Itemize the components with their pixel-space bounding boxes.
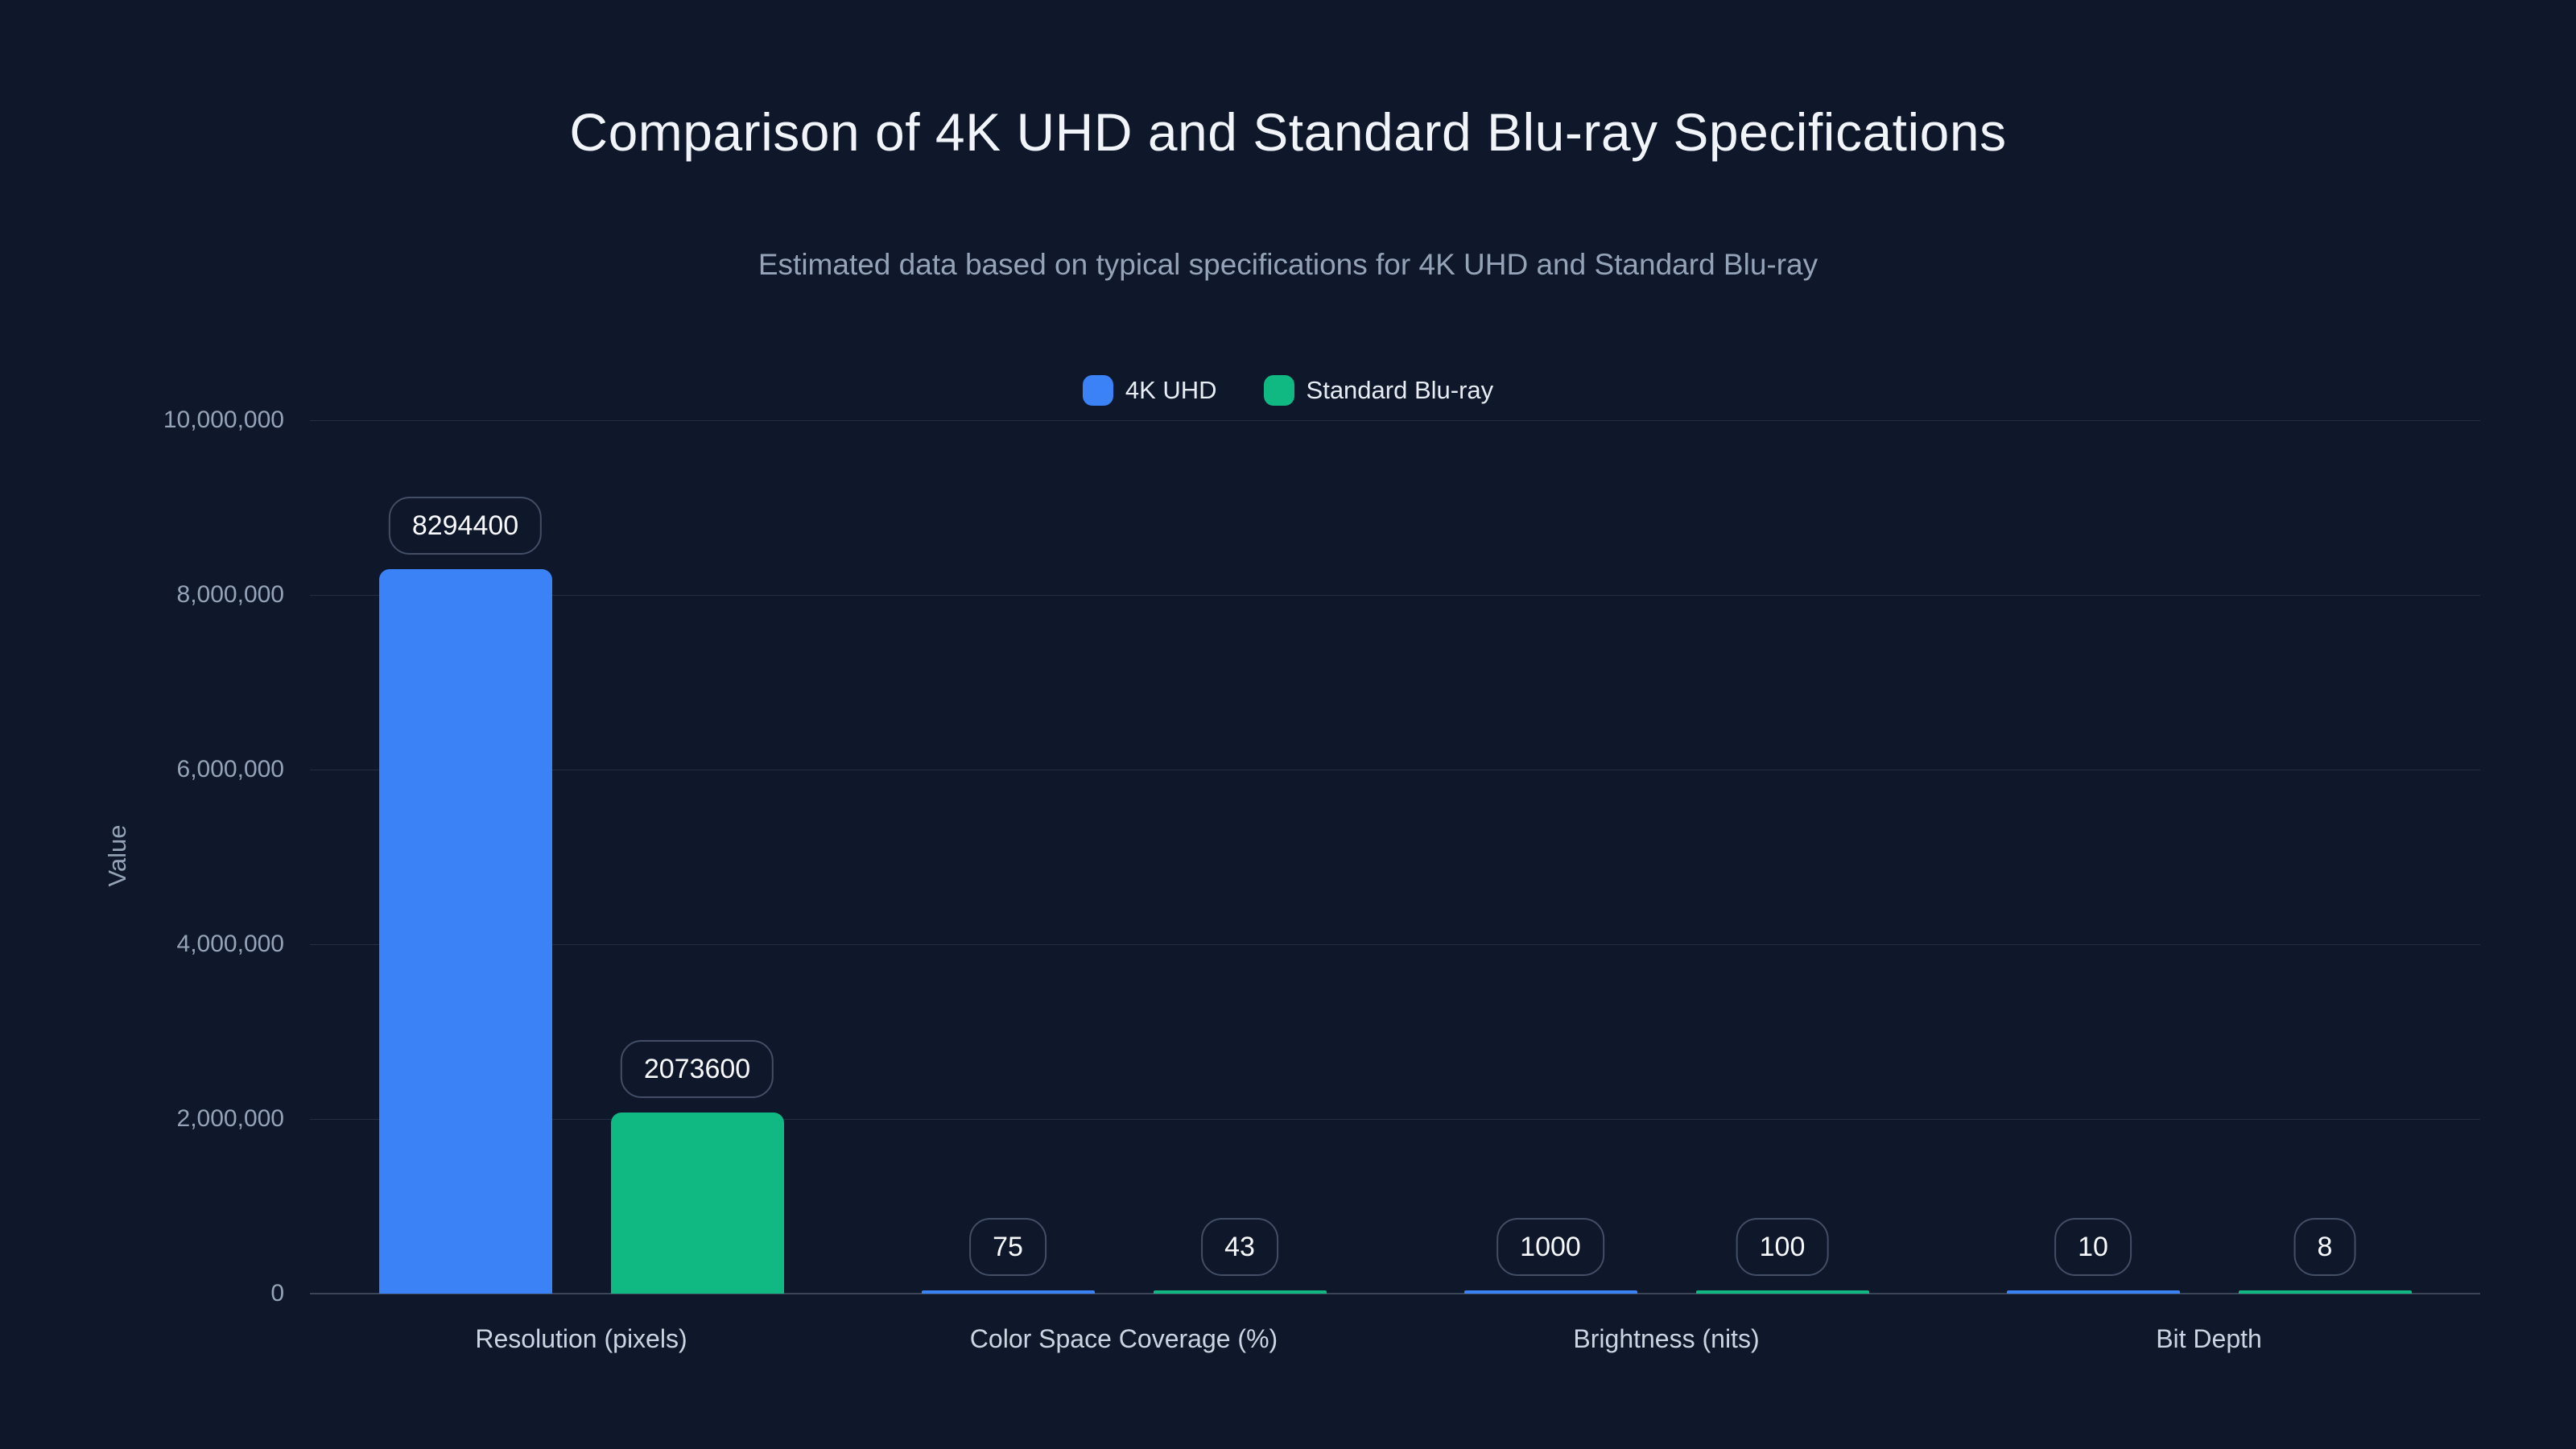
y-tick-label-0: 0 [270, 1280, 284, 1307]
value-label-4k-uhd-resolution-pixels: 8294400 [388, 497, 543, 555]
value-label-standard-blu-ray-color-space-coverage: 43 [1201, 1218, 1278, 1276]
bar-standard-blu-ray-brightness-nits[interactable] [1695, 1290, 1869, 1294]
bar-4k-uhd-bit-depth[interactable] [2006, 1290, 2180, 1294]
gridline-2000000 [310, 1119, 2480, 1120]
value-label-standard-blu-ray-bit-depth: 8 [2293, 1218, 2356, 1276]
gridline-4000000 [310, 944, 2480, 945]
x-category-label-color-space-coverage: Color Space Coverage (%) [969, 1324, 1278, 1353]
y-axis-title: Value [103, 824, 131, 887]
value-label-4k-uhd-bit-depth: 10 [2054, 1218, 2132, 1276]
bar-4k-uhd-brightness-nits[interactable] [1463, 1290, 1637, 1294]
plot-area: 0 2,000,000 4,000,000 6,000,000 8,000,000 10,… [163, 407, 2480, 1353]
legend-swatch-4k-uhd [1082, 375, 1113, 406]
x-axis-line [310, 1293, 2480, 1294]
y-tick-label-6000000: 6,000,000 [176, 756, 284, 782]
value-label-4k-uhd-color-space-coverage: 75 [969, 1218, 1046, 1276]
value-label-standard-blu-ray-brightness-nits: 100 [1736, 1218, 1829, 1276]
y-tick-label-2000000: 2,000,000 [176, 1105, 284, 1132]
bar-standard-blu-ray-bit-depth[interactable] [2238, 1290, 2412, 1294]
bar-standard-blu-ray-resolution-pixels[interactable] [610, 1113, 784, 1294]
y-tick-label-4000000: 4,000,000 [176, 931, 284, 957]
gridline-10000000 [310, 420, 2480, 421]
value-label-standard-blu-ray-resolution-pixels: 2073600 [620, 1040, 774, 1098]
bar-4k-uhd-color-space-coverage[interactable] [921, 1290, 1095, 1294]
y-tick-label-8000000: 8,000,000 [176, 581, 284, 608]
legend-label-standard-blu-ray: Standard Blu-ray [1306, 376, 1494, 404]
x-category-label-resolution-pixels: Resolution (pixels) [475, 1324, 687, 1353]
legend-label-4k-uhd: 4K UHD [1125, 376, 1217, 404]
value-label-4k-uhd-brightness-nits: 1000 [1496, 1218, 1604, 1276]
bar-standard-blu-ray-color-space-coverage[interactable] [1153, 1290, 1327, 1294]
x-category-label-bit-depth: Bit Depth [2156, 1324, 2262, 1353]
bar-4k-uhd-resolution-pixels[interactable] [378, 569, 552, 1294]
legend-swatch-standard-blu-ray [1263, 375, 1294, 406]
chart-subtitle: Estimated data based on typical specific… [758, 248, 1818, 281]
y-tick-label-10000000: 10,000,000 [163, 407, 284, 433]
legend: 4K UHD Standard Blu-ray [0, 375, 2576, 406]
chart-title: Comparison of 4K UHD and Standard Blu-ra… [569, 102, 2007, 162]
gridline-8000000 [310, 595, 2480, 596]
legend-item-standard-blu-ray[interactable]: Standard Blu-ray [1263, 375, 1494, 406]
legend-item-4k-uhd[interactable]: 4K UHD [1082, 375, 1217, 406]
x-category-label-brightness-nits: Brightness (nits) [1573, 1324, 1760, 1353]
